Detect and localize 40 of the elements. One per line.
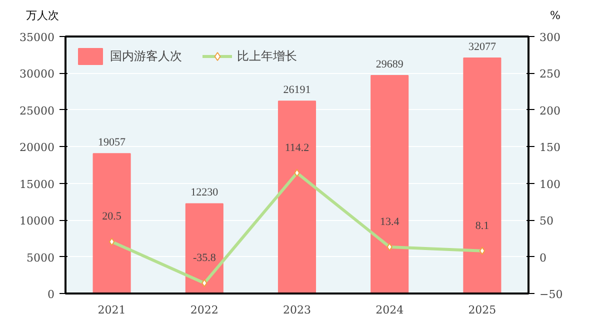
bar xyxy=(185,203,224,294)
y2-tick-label: 150 xyxy=(540,141,560,154)
y-tick-label: 30000 xyxy=(20,68,55,81)
legend-label: 国内游客人次 xyxy=(110,48,182,64)
data-label: -35.8 xyxy=(192,252,216,264)
data-label: 114.2 xyxy=(284,142,310,154)
y2-tick-label: 200 xyxy=(540,104,560,118)
y2-tick-label: 50 xyxy=(540,214,554,228)
y-tick-label: 5000 xyxy=(26,251,55,264)
y-tick-label: 20000 xyxy=(20,141,55,154)
y-tick-label: 10000 xyxy=(20,214,55,228)
x-tick-label: 2021 xyxy=(98,304,126,316)
y2-tick-label: 250 xyxy=(540,68,560,81)
bar xyxy=(463,57,502,294)
x-tick-label: 2024 xyxy=(376,304,404,316)
y-tick-label: 0 xyxy=(48,288,54,301)
data-label: 8.1 xyxy=(475,220,490,232)
data-label: 29689 xyxy=(376,58,404,70)
data-label: 20.5 xyxy=(102,210,122,223)
data-label: 32077 xyxy=(468,40,496,53)
y-axis-title: 万人次 xyxy=(26,8,59,24)
y-tick-label: 35000 xyxy=(20,31,55,44)
y2-tick-label: 100 xyxy=(540,178,560,191)
data-label: 26191 xyxy=(283,84,311,96)
data-label: 12230 xyxy=(190,186,219,199)
x-tick-label: 2025 xyxy=(468,304,496,316)
y2-tick-label: 300 xyxy=(540,31,560,44)
x-tick-label: 2023 xyxy=(283,304,312,316)
y-tick-label: 15000 xyxy=(20,178,55,191)
x-tick-label: 2022 xyxy=(190,304,218,316)
legend-label: 比上年增长 xyxy=(237,48,297,64)
y-tick-label: 25000 xyxy=(20,104,55,118)
y2-tick-label: −50 xyxy=(540,288,563,301)
data-label: 19057 xyxy=(98,136,126,149)
bar xyxy=(370,75,409,294)
data-label: 13.4 xyxy=(380,216,400,228)
bar xyxy=(278,100,316,294)
y2-axis-title: % xyxy=(550,8,560,24)
y2-tick-label: 0 xyxy=(540,251,546,264)
bar xyxy=(92,153,131,294)
